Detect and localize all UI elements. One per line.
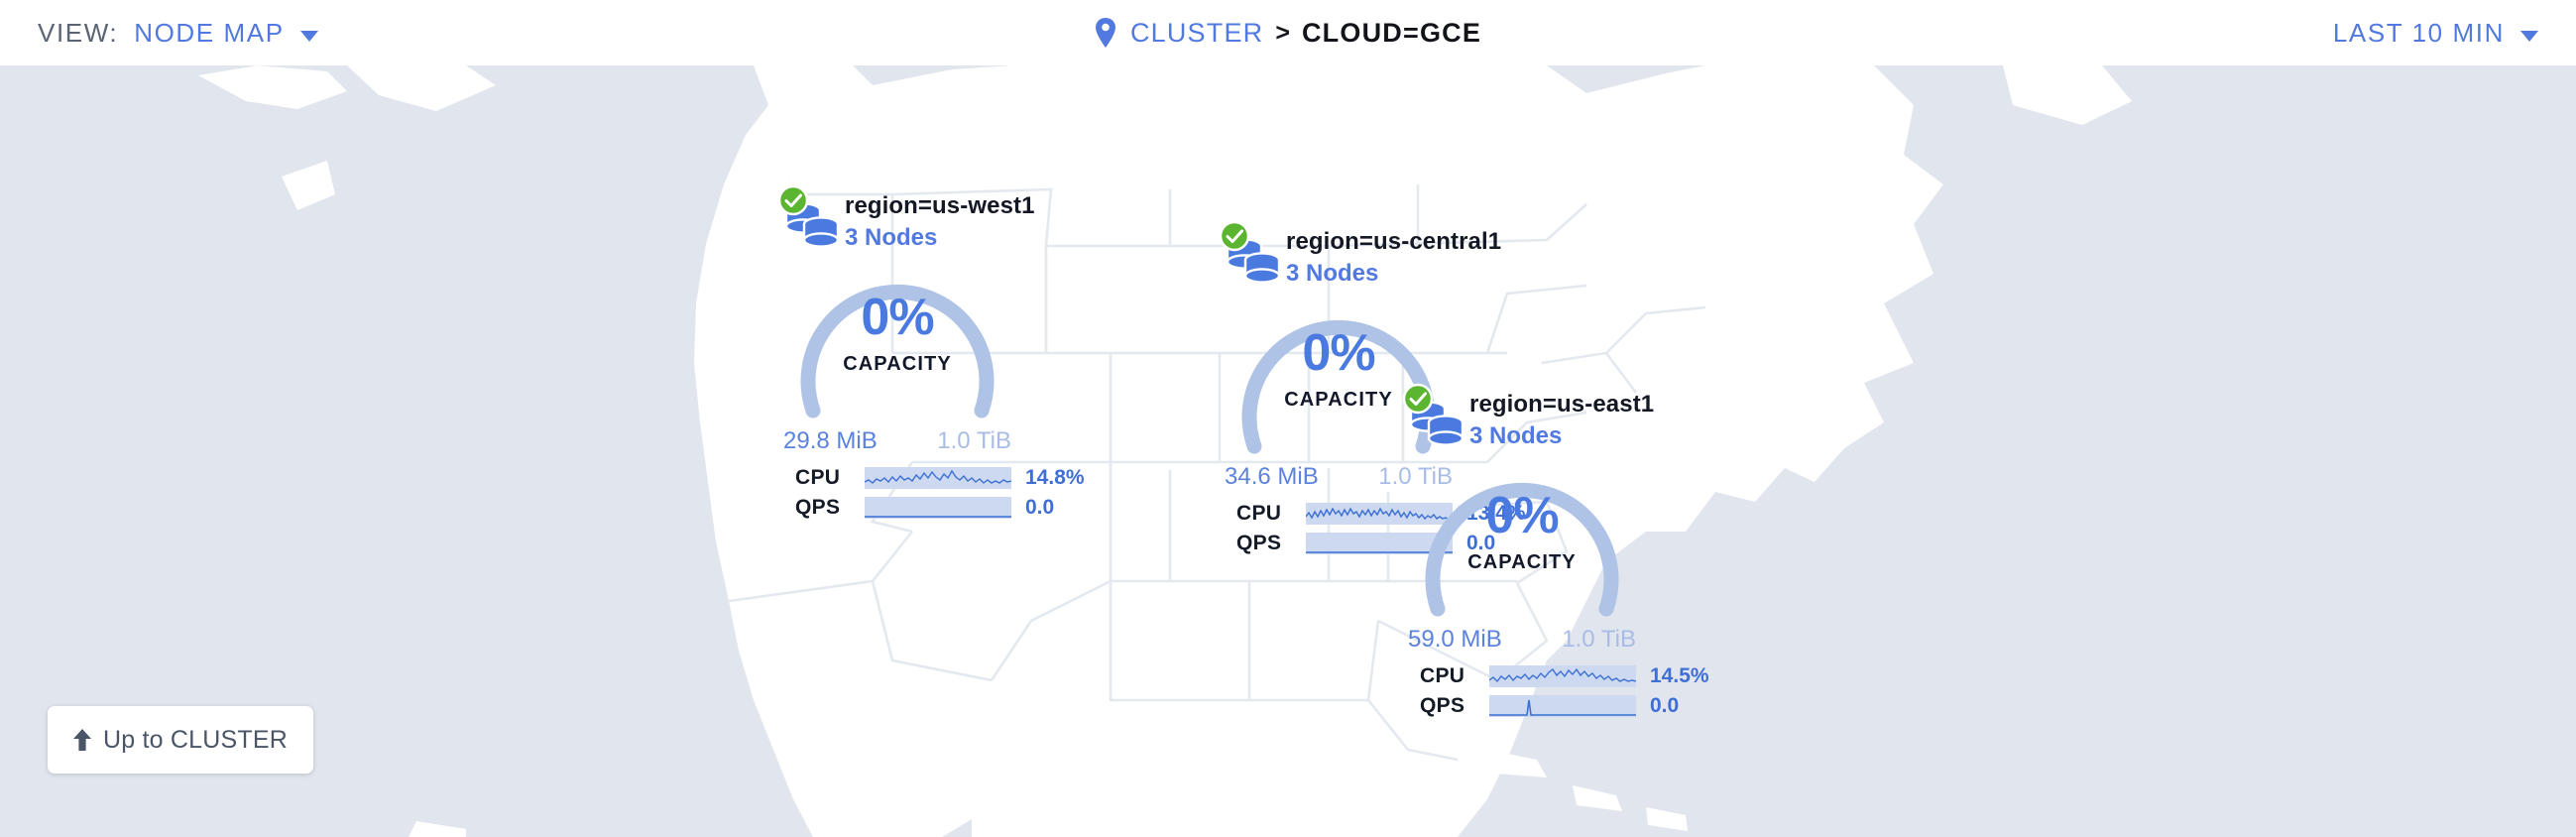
- capacity-used: 29.8 MiB: [783, 427, 878, 454]
- up-to-cluster-label: Up to CLUSTER: [103, 725, 288, 754]
- region-header: region=us-central1 3 Nodes: [1219, 220, 1526, 288]
- cpu-sparkline: [1306, 503, 1453, 525]
- capacity-label: CAPACITY: [843, 353, 952, 375]
- capacity-gauge: 0% CAPACITY: [1408, 452, 1636, 626]
- breadcrumb-root[interactable]: CLUSTER: [1129, 17, 1264, 48]
- up-to-cluster-button[interactable]: Up to CLUSTER: [48, 706, 313, 774]
- cpu-sparkline: [865, 467, 1011, 489]
- metric-row-cpu: CPU 14.8%: [795, 463, 1085, 493]
- metric-row-qps: QPS 0.0: [795, 493, 1085, 523]
- qps-sparkline: [865, 497, 1011, 519]
- view-label: VIEW:: [38, 17, 119, 48]
- breadcrumb: CLUSTER > CLOUD=GCE: [0, 0, 2576, 65]
- capacity-gauge: 0% CAPACITY: [783, 254, 1011, 427]
- database-stack-icon: [1409, 401, 1464, 446]
- metrics-list: CPU 14.5% QPS 0.0: [1420, 661, 1709, 721]
- gauge-arc: [1425, 482, 1619, 617]
- capacity-values: 29.8 MiB 1.0 TiB: [783, 427, 1011, 457]
- capacity-used: 34.6 MiB: [1225, 463, 1319, 490]
- capacity-values: 59.0 MiB 1.0 TiB: [1408, 626, 1636, 656]
- region-node-count: 3 Nodes: [1469, 422, 1563, 449]
- metric-label: CPU: [1420, 664, 1465, 687]
- capacity-percent: 0%: [861, 289, 934, 346]
- region-title: region=us-east1: [1469, 391, 1655, 418]
- region-node-us-west1[interactable]: region=us-west1 3 Nodes 0% CAPACITY 29.8…: [777, 184, 1085, 523]
- top-header-bar: VIEW: NODE MAP CLUSTER > CLOUD=GCE LAST …: [0, 0, 2576, 65]
- capacity-values: 34.6 MiB 1.0 TiB: [1225, 463, 1453, 493]
- capacity-percent: 0%: [1485, 487, 1559, 544]
- metrics-list: CPU 14.8% QPS 0.0: [795, 463, 1085, 523]
- capacity-label: CAPACITY: [1467, 551, 1577, 573]
- metric-label: QPS: [1236, 532, 1282, 554]
- capacity-used: 59.0 MiB: [1408, 626, 1502, 653]
- database-stack-icon: [1226, 238, 1281, 284]
- view-value[interactable]: NODE MAP: [134, 17, 285, 48]
- region-node-us-central1[interactable]: region=us-central1 3 Nodes 0% CAPACITY 3…: [1219, 220, 1526, 558]
- metric-label: CPU: [795, 466, 841, 489]
- capacity-total: 1.0 TiB: [1378, 463, 1453, 490]
- time-range-selector[interactable]: LAST 10 MIN: [2333, 0, 2538, 65]
- metric-value: 14.8%: [1025, 466, 1085, 489]
- metric-label: QPS: [1420, 694, 1465, 717]
- cpu-sparkline: [1489, 665, 1636, 687]
- breadcrumb-current: CLOUD=GCE: [1301, 17, 1482, 48]
- qps-sparkline: [1489, 695, 1636, 717]
- region-title: region=us-west1: [845, 192, 1035, 219]
- region-node-us-east1[interactable]: region=us-east1 3 Nodes 0% CAPACITY 59.0…: [1402, 383, 1709, 721]
- metric-label: CPU: [1236, 502, 1282, 525]
- breadcrumb-separator: >: [1275, 18, 1290, 47]
- qps-sparkline: [1306, 533, 1453, 554]
- metric-label: QPS: [795, 496, 841, 519]
- map-pin-icon: [1095, 18, 1115, 48]
- region-header: region=us-east1 3 Nodes: [1402, 383, 1709, 450]
- capacity-label: CAPACITY: [1284, 389, 1393, 411]
- metric-row-qps: QPS 0.0: [1420, 691, 1709, 721]
- metric-row-qps: QPS 0.0: [1236, 529, 1526, 558]
- metric-row-cpu: CPU 14.5%: [1420, 661, 1709, 691]
- check-circle-icon: [1402, 383, 1434, 415]
- chevron-down-icon[interactable]: [2520, 30, 2538, 42]
- region-title: region=us-central1: [1286, 228, 1502, 255]
- region-node-count: 3 Nodes: [845, 224, 938, 251]
- capacity-percent: 0%: [1302, 324, 1375, 382]
- region-header: region=us-west1 3 Nodes: [777, 184, 1085, 252]
- capacity-total: 1.0 TiB: [937, 427, 1011, 454]
- gauge-arc: [800, 284, 995, 418]
- chevron-down-icon[interactable]: [299, 30, 318, 42]
- region-node-count: 3 Nodes: [1286, 260, 1379, 287]
- check-circle-icon: [777, 184, 809, 216]
- metric-value: 0.0: [1466, 532, 1496, 554]
- check-circle-icon: [1219, 220, 1250, 252]
- view-selector[interactable]: VIEW: NODE MAP: [38, 0, 318, 65]
- time-range-value[interactable]: LAST 10 MIN: [2332, 17, 2505, 48]
- metric-value: 14.5%: [1650, 664, 1709, 687]
- arrow-up-icon: [73, 729, 91, 751]
- metric-value: 0.0: [1650, 694, 1680, 717]
- capacity-total: 1.0 TiB: [1562, 626, 1636, 653]
- metric-value: 0.0: [1025, 496, 1055, 519]
